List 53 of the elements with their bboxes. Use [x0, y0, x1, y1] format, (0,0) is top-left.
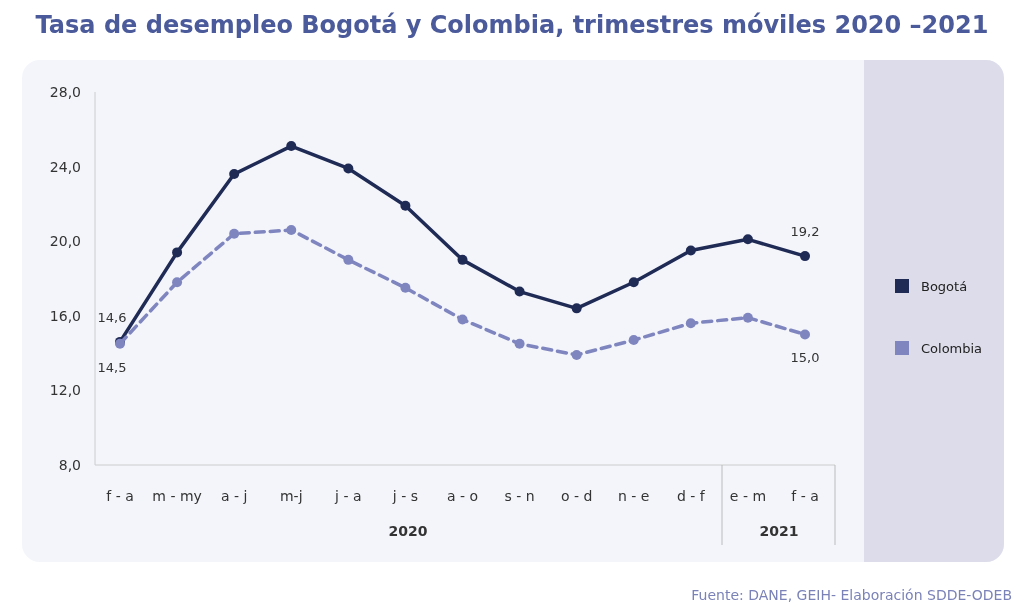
y-tick-label: 20,0	[49, 233, 81, 250]
y-tick-label: 16,0	[49, 307, 81, 324]
point	[286, 141, 297, 152]
point	[685, 245, 696, 256]
point	[400, 282, 411, 293]
point	[343, 254, 354, 265]
point	[800, 329, 810, 340]
data-label: 14,6	[97, 309, 127, 325]
x-tick-label: m - my	[152, 488, 202, 504]
point	[457, 314, 468, 325]
x-tick-label: a - j	[220, 488, 248, 504]
x-tick-label: n - e	[618, 488, 650, 504]
point	[628, 335, 639, 346]
point	[571, 349, 582, 360]
x-tick-label: j - s	[391, 488, 418, 504]
point	[343, 163, 354, 174]
x-tick-label: o - d	[560, 488, 593, 504]
text: 2021	[759, 523, 799, 539]
text: 2020	[388, 523, 428, 539]
point	[229, 228, 240, 239]
source-note: Fuente: DANE, GEIH- Elaboración SDDE-ODEB	[691, 587, 1012, 603]
point	[172, 277, 183, 288]
point	[800, 251, 810, 262]
point	[742, 234, 753, 245]
point	[685, 318, 696, 329]
x-tick-label: a - o	[446, 488, 479, 504]
x-tick-label: m-j	[279, 488, 303, 504]
data-label: 15,0	[790, 350, 820, 366]
y-tick-label: 12,0	[49, 382, 81, 399]
point	[457, 254, 468, 265]
point	[400, 200, 411, 211]
point	[514, 338, 525, 349]
x-tick-label: j - a	[334, 488, 362, 504]
y-tick-label: 8,0	[58, 457, 81, 473]
x-tick-label: d - f	[676, 488, 706, 504]
point	[742, 312, 753, 323]
point	[514, 286, 525, 297]
point	[172, 247, 183, 258]
y-tick-label: 28,0	[49, 84, 81, 100]
legend-label: Bogotá	[921, 279, 968, 294]
data-label: 14,5	[97, 359, 127, 375]
x-tick-label: e - m	[729, 488, 767, 504]
y-tick-label: 24,0	[49, 158, 81, 175]
data-label: 19,2	[790, 224, 820, 240]
point	[628, 277, 639, 288]
legend-label: Colombia	[921, 341, 983, 356]
chart-title: Tasa de desempleo Bogotá y Colombia, trimestres móviles 2020 –2021	[35, 11, 989, 39]
x-tick-label: f - a	[106, 488, 134, 504]
x-tick-label: s - n	[504, 488, 535, 504]
point	[571, 303, 582, 314]
point	[229, 169, 240, 180]
x-tick-label: f - a	[791, 488, 819, 504]
point	[286, 225, 297, 236]
